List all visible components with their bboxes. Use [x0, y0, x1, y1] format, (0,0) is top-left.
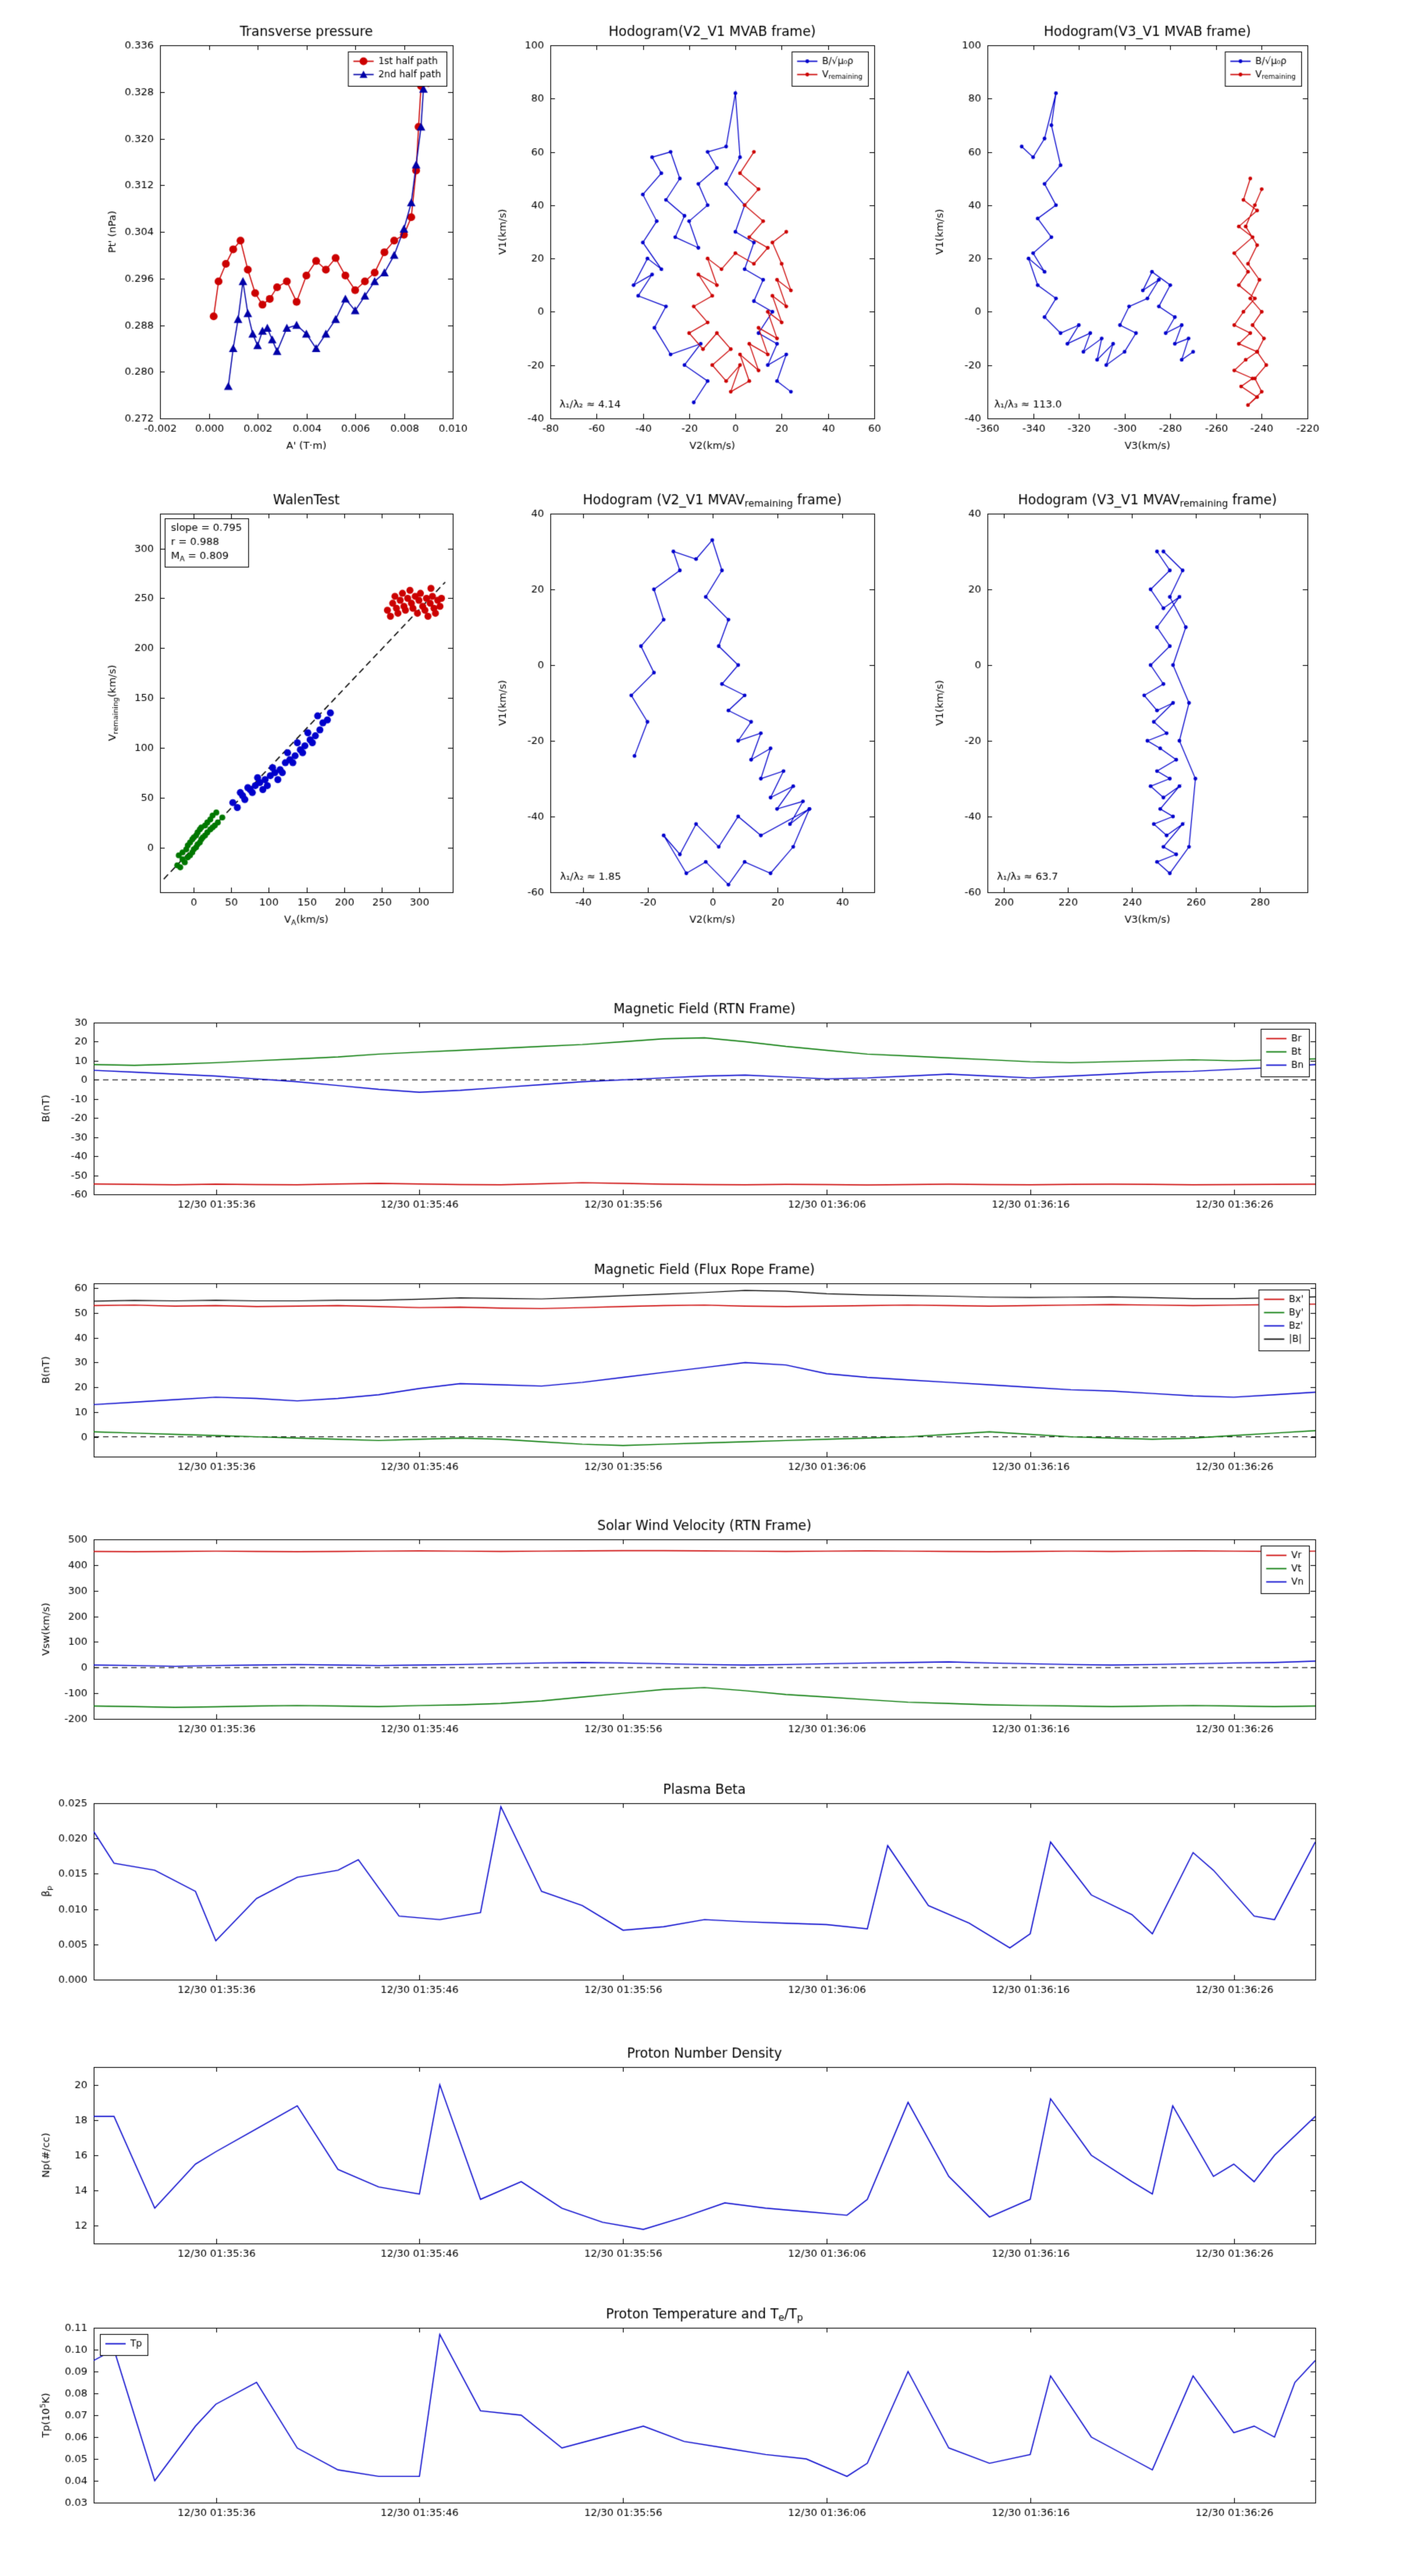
chart-proton-number-density: [94, 2067, 1315, 2243]
chart-hodogram-v3v1-mvab: [987, 45, 1307, 418]
chart-hodogram-v2v1-mvab: [550, 45, 874, 418]
chart-hodogram-v3v1-mvav: [987, 514, 1307, 892]
chart-plasma-beta: [94, 1803, 1315, 1980]
chart-transverse-pressure: [160, 45, 453, 418]
chart-proton-temperature: [94, 2328, 1315, 2503]
chart-walen-test: [160, 514, 453, 892]
chart-hodogram-v2v1-mvav: [550, 514, 874, 892]
chart-solar-wind-velocity: [94, 1539, 1315, 1719]
chart-magnetic-field-flux-rope: [94, 1283, 1315, 1457]
chart-magnetic-field-rtn: [94, 1023, 1315, 1194]
